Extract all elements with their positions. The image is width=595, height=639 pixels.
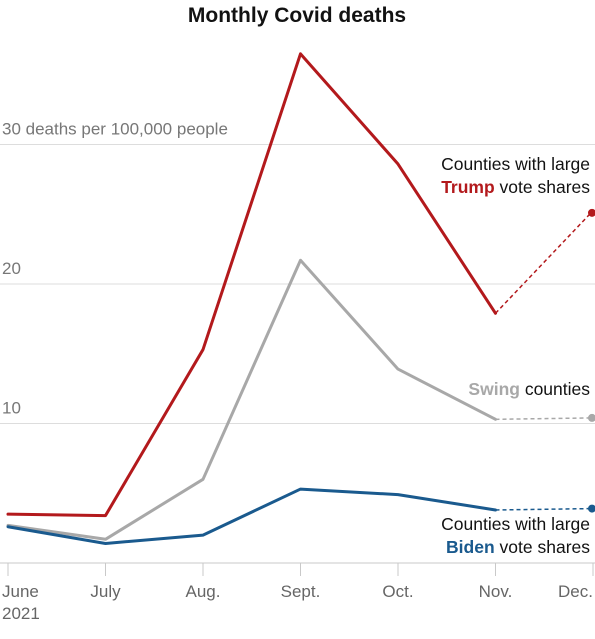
swing-endpoint-dot <box>588 413 595 422</box>
chart-title: Monthly Covid deaths <box>188 4 406 27</box>
biden-annotation-line1: Counties with large <box>441 514 590 534</box>
biden-annotation-line2: Biden vote shares <box>446 537 590 557</box>
swing-highlight: Swing <box>468 379 520 399</box>
biden-annotation-rest: vote shares <box>495 537 591 557</box>
trump-projection-line <box>494 212 592 314</box>
x-year-label: 2021 <box>2 604 40 623</box>
biden-highlight: Biden <box>446 537 495 557</box>
trump-annotation-line2: Trump vote shares <box>441 177 590 197</box>
series-lines <box>6 52 595 545</box>
swing-projection-line <box>495 417 592 421</box>
swing-annotation: Swing counties <box>468 379 590 399</box>
trump-endpoint-dot <box>588 208 595 217</box>
trump-highlight: Trump <box>441 177 494 197</box>
x-tick-label-5: Nov. <box>479 582 513 601</box>
swing-annotation-rest: counties <box>520 379 590 399</box>
x-tick-label-6: Dec. <box>558 582 593 601</box>
trump-annotation-line1: Counties with large <box>441 154 590 174</box>
trump-annotation-rest: vote shares <box>495 177 591 197</box>
gridlines <box>0 144 595 564</box>
x-tick-label-0: June <box>2 582 39 601</box>
x-tick-label-4: Oct. <box>382 582 413 601</box>
biden-series-line <box>6 487 497 545</box>
x-tick-label-2: Aug. <box>186 582 221 601</box>
x-tick-label-3: Sept. <box>281 582 321 601</box>
x-axis-labels: June July Aug. Sept. Oct. Nov. Dec. 2021 <box>2 563 594 623</box>
y-tick-label-20: 20 <box>2 259 21 278</box>
y-tick-label-30: 30 deaths per 100,000 people <box>2 120 228 139</box>
series-annotations: Counties with large Trump vote shares Sw… <box>441 154 590 557</box>
y-axis-labels: 10 20 30 deaths per 100,000 people <box>2 120 228 418</box>
biden-endpoint-dot <box>588 504 595 513</box>
x-tick-label-1: July <box>90 582 121 601</box>
y-tick-label-10: 10 <box>2 399 21 418</box>
trump-series-line <box>6 52 497 518</box>
biden-projection-line <box>495 507 592 511</box>
swing-series-line <box>6 258 497 541</box>
